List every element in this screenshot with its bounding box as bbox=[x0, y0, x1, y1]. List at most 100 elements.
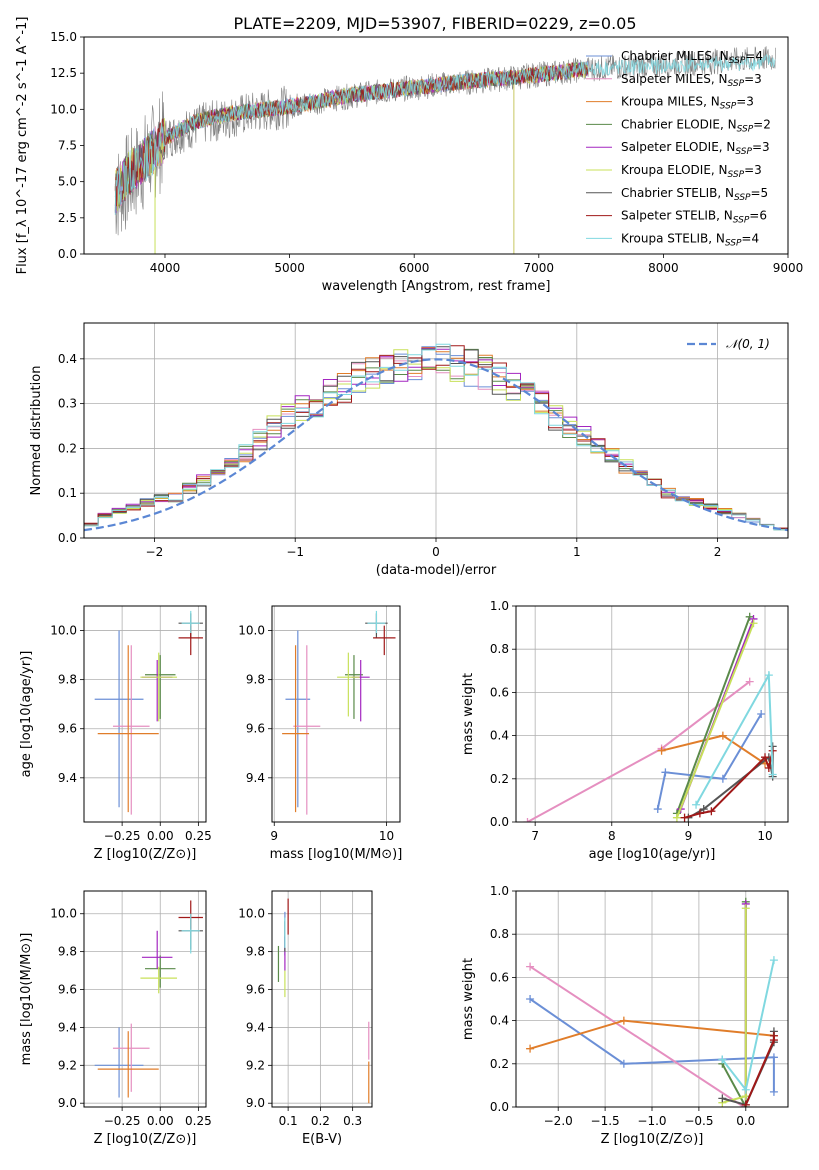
legend-entry-nssp: =3 bbox=[752, 140, 770, 154]
legend-entry-name: Salpeter ELODIE bbox=[621, 140, 719, 154]
age-vs-mass-x-axis-label: mass [log10(M/M⊙)] bbox=[270, 847, 403, 862]
spectrum-axes bbox=[80, 36, 789, 258]
weight-vs-Z-frame bbox=[515, 890, 789, 1108]
weight-marker bbox=[769, 956, 778, 965]
legend-entry-nssp: =3 bbox=[744, 72, 762, 86]
legend-entry: Kroupa MILES, NSSP=3 bbox=[621, 95, 754, 112]
y-tick-label: 9.6 bbox=[246, 722, 265, 736]
legend-entry-n: , N bbox=[719, 140, 736, 154]
x-tick-label: −0.5 bbox=[684, 1114, 713, 1128]
legend-entry: Chabrier MILES, NSSP=4 bbox=[621, 49, 763, 66]
error-bar-point bbox=[181, 913, 200, 954]
error-bar-point bbox=[282, 645, 310, 813]
error-bar-point bbox=[337, 652, 360, 717]
weight-marker bbox=[741, 1100, 750, 1107]
legend-entry-n: , N bbox=[703, 95, 720, 109]
weight-marker bbox=[619, 1016, 628, 1025]
legend-entry-nssp: =3 bbox=[744, 163, 762, 177]
weight-marker bbox=[657, 746, 666, 755]
x-tick-label: 0.1 bbox=[279, 1114, 298, 1128]
y-tick-label: 0.0 bbox=[58, 531, 77, 545]
weight-marker bbox=[749, 619, 758, 628]
y-tick-label: 5.0 bbox=[58, 175, 77, 189]
spectrum-x-axis-label: wavelength [Angstrom, rest frame] bbox=[322, 279, 551, 294]
spectrum-frame bbox=[83, 36, 789, 255]
legend-entry-name: Salpeter STELIB bbox=[621, 209, 716, 223]
legend-entry-n: , N bbox=[717, 186, 734, 200]
weight-vs-Z-x-axis-label: Z [log10(Z/Z⊙)] bbox=[601, 1132, 704, 1147]
legend-entry-sub: SSP bbox=[734, 193, 751, 203]
weight-marker bbox=[741, 904, 750, 913]
x-tick-label: 10 bbox=[379, 829, 394, 843]
y-tick-label: 10.0 bbox=[238, 624, 265, 638]
age-vs-Z-x-axis-label: Z [log10(Z/Z⊙)] bbox=[94, 847, 197, 862]
legend-entry: Salpeter STELIB, NSSP=6 bbox=[621, 209, 767, 226]
y-tick-label: 10.0 bbox=[50, 907, 77, 921]
y-tick-label: 0.4 bbox=[58, 352, 77, 366]
y-tick-label: 2.5 bbox=[58, 211, 77, 225]
weight-marker bbox=[718, 774, 727, 783]
weight-marker bbox=[692, 800, 701, 809]
x-tick-label: −0.25 bbox=[104, 1114, 141, 1128]
weight-marker bbox=[526, 995, 535, 1003]
legend-entry: Salpeter MILES, NSSP=3 bbox=[621, 72, 762, 89]
age-vs-Z-axes bbox=[80, 606, 206, 826]
x-tick-label: 10 bbox=[757, 829, 772, 843]
mass-vs-Z-x-axis-label: Z [log10(Z/Z⊙)] bbox=[94, 1132, 197, 1147]
y-tick-label: 7.5 bbox=[58, 139, 77, 153]
x-tick-label: −1 bbox=[286, 545, 304, 559]
weight-marker bbox=[745, 677, 754, 686]
legend-entry-n: , N bbox=[711, 72, 728, 86]
figure-title: PLATE=2209, MJD=53907, FIBERID=0229, z=0… bbox=[233, 14, 636, 33]
y-tick-label: 9.0 bbox=[58, 1096, 77, 1110]
weight-marker bbox=[526, 962, 535, 971]
x-tick-label: −2.0 bbox=[544, 1114, 573, 1128]
y-tick-label: 0.6 bbox=[490, 970, 509, 984]
y-tick-label: 9.4 bbox=[246, 1020, 265, 1034]
legend-entry-nssp: =5 bbox=[751, 186, 769, 200]
weight-vs-age-frame bbox=[515, 605, 789, 823]
weight-marker bbox=[768, 770, 777, 779]
age-vs-mass-axes bbox=[268, 606, 400, 826]
spectrum-y-axis-label: Flux [f_λ 10^-17 erg cm^-2 s^-1 A^-1] bbox=[15, 17, 30, 275]
histogram-step bbox=[84, 345, 788, 538]
weight-line bbox=[675, 616, 751, 814]
x-tick-label: 0.25 bbox=[185, 829, 212, 843]
legend-entry-n: , N bbox=[716, 209, 733, 223]
y-tick-label: 9.8 bbox=[58, 945, 77, 959]
x-tick-label: −0.25 bbox=[104, 829, 141, 843]
error-bar-point bbox=[94, 1027, 144, 1098]
legend-entry-sub: SSP bbox=[729, 56, 746, 66]
weight-line bbox=[675, 622, 755, 819]
weight-line bbox=[529, 965, 745, 1107]
mass-vs-ebv-axes bbox=[268, 891, 372, 1111]
legend-entry-sub: SSP bbox=[725, 238, 742, 248]
mass-vs-ebv-frame bbox=[271, 890, 373, 1108]
spectrum-plot-area bbox=[114, 46, 776, 254]
y-tick-label: 10.0 bbox=[50, 102, 77, 116]
x-tick-label: −1.0 bbox=[637, 1114, 666, 1128]
y-tick-label: 1.0 bbox=[490, 884, 509, 898]
mass-vs-ebv-plot-area bbox=[277, 898, 370, 1104]
legend-entry-name: Chabrier ELODIE bbox=[621, 117, 720, 131]
y-tick-label: 9.4 bbox=[246, 771, 265, 785]
weight-marker bbox=[695, 809, 704, 818]
x-tick-label: 1 bbox=[573, 545, 581, 559]
residuals-axes bbox=[80, 323, 788, 542]
mass-vs-Z-y-axis-label: mass [log10(M/M⊙)] bbox=[19, 933, 34, 1066]
legend-entry-sub: SSP bbox=[733, 216, 750, 226]
error-bar-point bbox=[94, 630, 144, 808]
weight-vs-age-plot-area bbox=[523, 612, 777, 822]
weight-marker bbox=[718, 1094, 727, 1103]
y-tick-label: 0.2 bbox=[58, 441, 77, 455]
error-bar-point bbox=[141, 930, 173, 969]
weight-marker bbox=[680, 813, 689, 822]
model-spectrum-line bbox=[114, 61, 589, 214]
legend-entry-sub: SSP bbox=[737, 124, 754, 134]
x-tick-label: 9000 bbox=[773, 261, 804, 275]
weight-marker bbox=[619, 1059, 628, 1068]
residuals-y-axis-label: Normed distribution bbox=[29, 366, 44, 496]
legend-entry-nssp: =3 bbox=[736, 95, 754, 109]
legend-entry-sub: SSP bbox=[720, 102, 737, 112]
legend-entry-sub: SSP bbox=[728, 79, 745, 89]
